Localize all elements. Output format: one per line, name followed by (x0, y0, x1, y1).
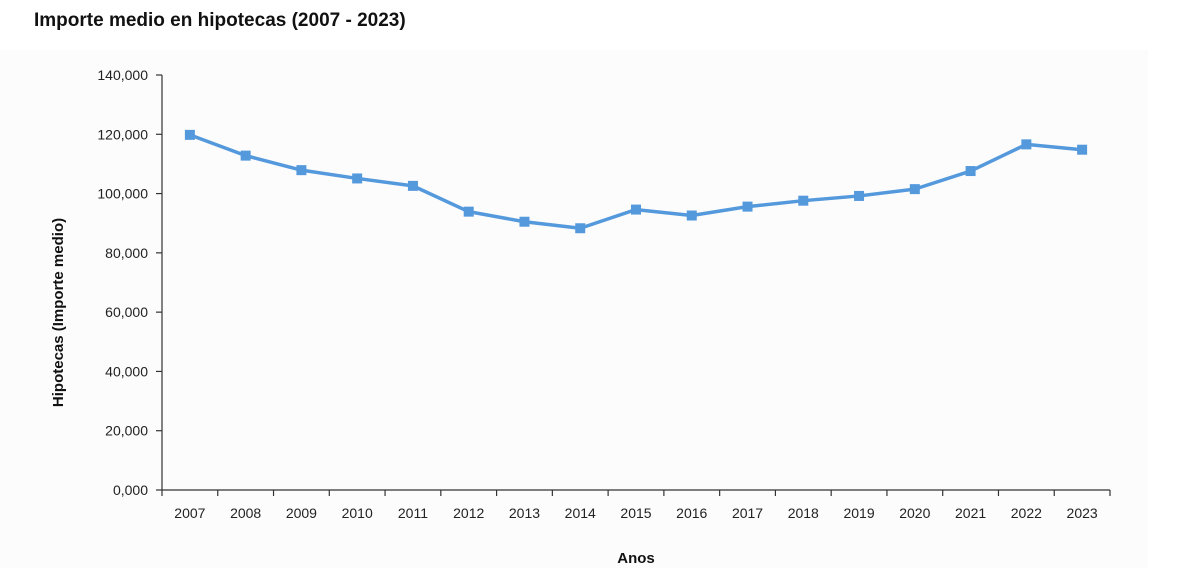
y-ticks: 0,000 20,000 40,000 60,000 80,000 100,000 120,… (97, 67, 162, 498)
x-axis-title: Anos (617, 550, 655, 567)
x-tick-label: 2012 (453, 505, 484, 521)
y-tick-label: 20,000 (105, 423, 148, 439)
series-group (184, 129, 1088, 234)
x-tick-label: 2020 (899, 505, 930, 521)
data-point-marker (965, 166, 976, 177)
y-tick-label: 100,000 (97, 186, 148, 202)
x-tick-label: 2015 (620, 505, 651, 521)
x-tick-label: 2021 (955, 505, 986, 521)
x-tick-label: 2017 (732, 505, 763, 521)
x-tick-label: 2016 (676, 505, 707, 521)
y-tick-label: 120,000 (97, 126, 148, 142)
x-tick-label: 2019 (843, 505, 874, 521)
data-point-marker (519, 216, 530, 227)
chart-axes (161, 75, 1110, 491)
x-ticks: 2007 2008 2009 2010 2011 2012 2013 2014 2015 2016… (161, 490, 1111, 521)
x-tick-label: 2007 (174, 505, 205, 521)
x-tick-label: 2011 (398, 505, 428, 521)
x-tick-label: 2009 (286, 505, 317, 521)
data-point-marker (1021, 139, 1032, 150)
x-tick-label: 2023 (1067, 505, 1098, 521)
x-tick-label: 2022 (1011, 505, 1042, 521)
data-point-marker (463, 206, 474, 217)
data-point-marker (352, 173, 363, 184)
data-point-marker (575, 223, 586, 234)
x-tick-label: 2013 (509, 505, 540, 521)
y-tick-label: 0,000 (113, 482, 148, 498)
data-point-marker (296, 165, 307, 176)
y-tick-label: 140,000 (97, 67, 148, 83)
data-point-marker (407, 180, 418, 191)
page-title: Importe medio en hipotecas (2007 - 2023) (34, 10, 406, 31)
y-axis-title: Hipotecas (Importe medio) (50, 218, 67, 407)
x-tick-label: 2010 (342, 505, 373, 521)
y-tick-label: 60,000 (105, 304, 148, 320)
x-tick-label: 2018 (788, 505, 819, 521)
data-point-marker (909, 184, 920, 195)
data-point-marker (240, 150, 251, 161)
y-tick-label: 40,000 (105, 363, 148, 379)
data-point-marker (184, 129, 195, 140)
x-tick-label: 2014 (565, 505, 596, 521)
data-point-marker (631, 204, 641, 215)
x-tick-label: 2008 (230, 505, 261, 521)
data-point-marker (854, 190, 865, 201)
y-tick-label: 80,000 (105, 245, 148, 261)
data-point-marker (798, 195, 809, 206)
data-point-marker (1077, 144, 1088, 155)
data-point-marker (686, 210, 697, 221)
data-point-marker (742, 201, 753, 212)
